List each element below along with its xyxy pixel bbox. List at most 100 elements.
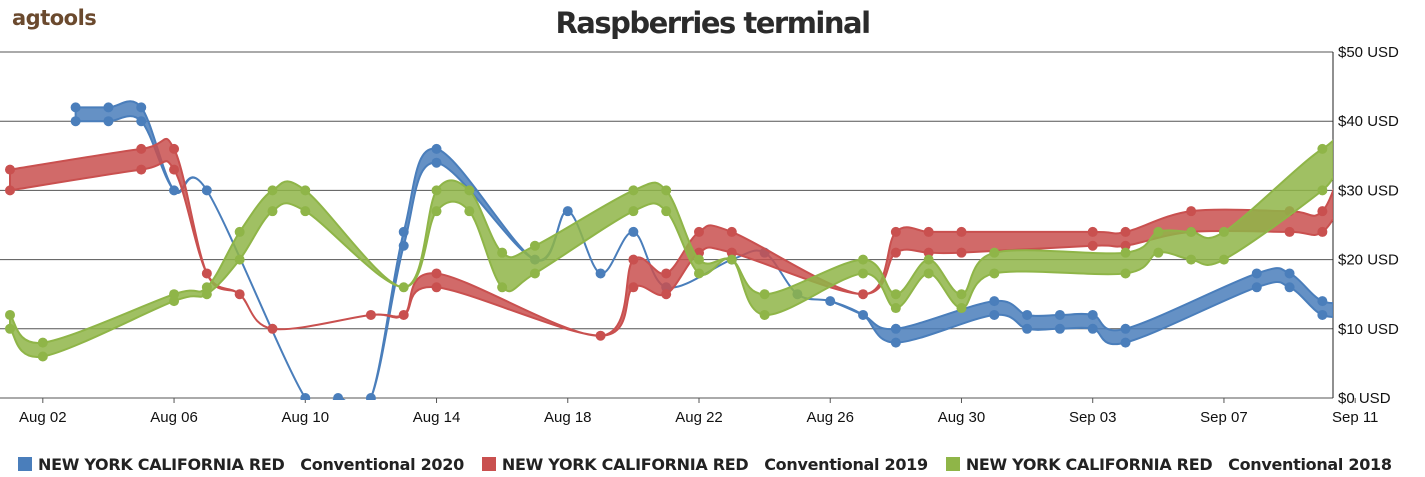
data-point <box>1317 206 1328 217</box>
data-point <box>5 164 15 175</box>
data-point <box>628 206 639 217</box>
data-point <box>136 164 147 175</box>
data-point <box>5 309 15 320</box>
y-tick-label: $30 USD <box>1338 182 1399 199</box>
data-point <box>1317 143 1328 154</box>
x-tick-label: Sep 07 <box>1200 409 1248 426</box>
data-point <box>923 226 934 237</box>
data-point <box>890 247 901 258</box>
data-point <box>858 254 869 265</box>
data-point <box>890 303 901 314</box>
data-point <box>661 289 672 300</box>
data-point <box>464 185 475 196</box>
data-point <box>1153 247 1164 258</box>
data-point <box>1350 144 1360 154</box>
data-point <box>890 323 901 334</box>
data-point <box>169 143 180 154</box>
chart-plot: $0 USD $10 USD $20 USD $30 USD $40 USD $50 US… <box>0 44 1399 426</box>
data-point <box>1054 323 1065 334</box>
data-point <box>661 185 672 196</box>
data-point <box>37 337 48 348</box>
data-point <box>890 337 901 348</box>
data-point <box>365 309 376 320</box>
data-point <box>825 296 836 307</box>
data-point <box>103 102 114 113</box>
data-point <box>365 393 376 400</box>
data-point <box>956 226 967 237</box>
data-point <box>1350 151 1360 161</box>
y-tick-label: $20 USD <box>1338 252 1399 269</box>
data-point <box>431 185 442 196</box>
data-point <box>464 206 475 217</box>
chart-title: Raspberries terminal <box>555 6 871 40</box>
x-tick-label: Sep 03 <box>1069 409 1117 426</box>
data-point <box>169 164 180 175</box>
x-tick-label: Aug 02 <box>19 409 67 426</box>
data-point <box>989 296 1000 307</box>
data-point <box>694 254 704 265</box>
data-point <box>497 247 508 258</box>
data-point <box>595 330 606 341</box>
legend-label: NEW YORK CALIFORNIA RED Conventional 201… <box>965 454 1392 474</box>
data-point <box>529 240 540 251</box>
x-tick-label: Aug 14 <box>413 409 461 426</box>
data-point <box>1350 144 1360 154</box>
data-point <box>858 309 869 320</box>
data-point <box>628 185 639 196</box>
data-point <box>858 268 869 279</box>
data-point <box>5 323 15 334</box>
data-point <box>1186 254 1197 265</box>
series-2 <box>5 139 1360 362</box>
data-point <box>398 282 409 293</box>
agtools-logo: agtools <box>12 6 97 30</box>
data-point <box>136 116 147 127</box>
data-point <box>628 226 639 237</box>
data-point <box>136 143 147 154</box>
data-point <box>201 268 212 279</box>
data-point <box>1153 226 1164 237</box>
data-point <box>956 303 967 314</box>
data-point <box>989 247 1000 258</box>
series-0 <box>70 100 1360 400</box>
data-point <box>234 226 245 237</box>
data-point <box>1120 337 1131 348</box>
data-point <box>70 102 81 113</box>
data-point <box>431 206 442 217</box>
data-point <box>136 102 147 113</box>
data-point <box>201 289 212 300</box>
data-point <box>956 289 967 300</box>
y-tick-label: $40 USD <box>1338 113 1399 130</box>
data-point <box>890 289 901 300</box>
data-point <box>1383 206 1393 216</box>
data-point <box>431 268 442 279</box>
data-point <box>1120 268 1131 279</box>
data-point <box>989 268 1000 279</box>
legend-item[interactable]: NEW YORK CALIFORNIA RED Conventional 201… <box>481 455 928 474</box>
data-point <box>1218 226 1229 237</box>
x-tick-label: Sep 11 <box>1332 409 1378 426</box>
data-point <box>694 268 704 279</box>
data-point <box>1251 282 1262 293</box>
data-point <box>1186 206 1197 217</box>
x-tick-label: Aug 10 <box>282 409 330 426</box>
y-tick-label: $0 USD <box>1338 390 1391 407</box>
data-point <box>1087 323 1098 334</box>
y-tick-label: $10 USD <box>1338 321 1399 338</box>
data-point <box>694 226 704 237</box>
data-point <box>923 254 934 265</box>
data-point <box>5 185 15 196</box>
data-point <box>628 282 639 293</box>
data-point <box>169 185 180 196</box>
legend-item[interactable]: NEW YORK CALIFORNIA RED Conventional 201… <box>945 454 1392 474</box>
data-point <box>759 289 770 300</box>
data-point <box>1317 309 1328 320</box>
data-point <box>890 226 901 237</box>
data-point <box>1218 254 1229 265</box>
data-point <box>300 206 311 217</box>
legend-item[interactable]: NEW YORK CALIFORNIA RED Conventional 202… <box>18 455 464 474</box>
data-point <box>1350 310 1360 320</box>
data-point <box>37 351 48 362</box>
data-point <box>595 268 606 279</box>
chart-legend: NEW YORK CALIFORNIA RED Conventional 202… <box>18 452 1410 476</box>
legend-swatch <box>945 457 960 471</box>
